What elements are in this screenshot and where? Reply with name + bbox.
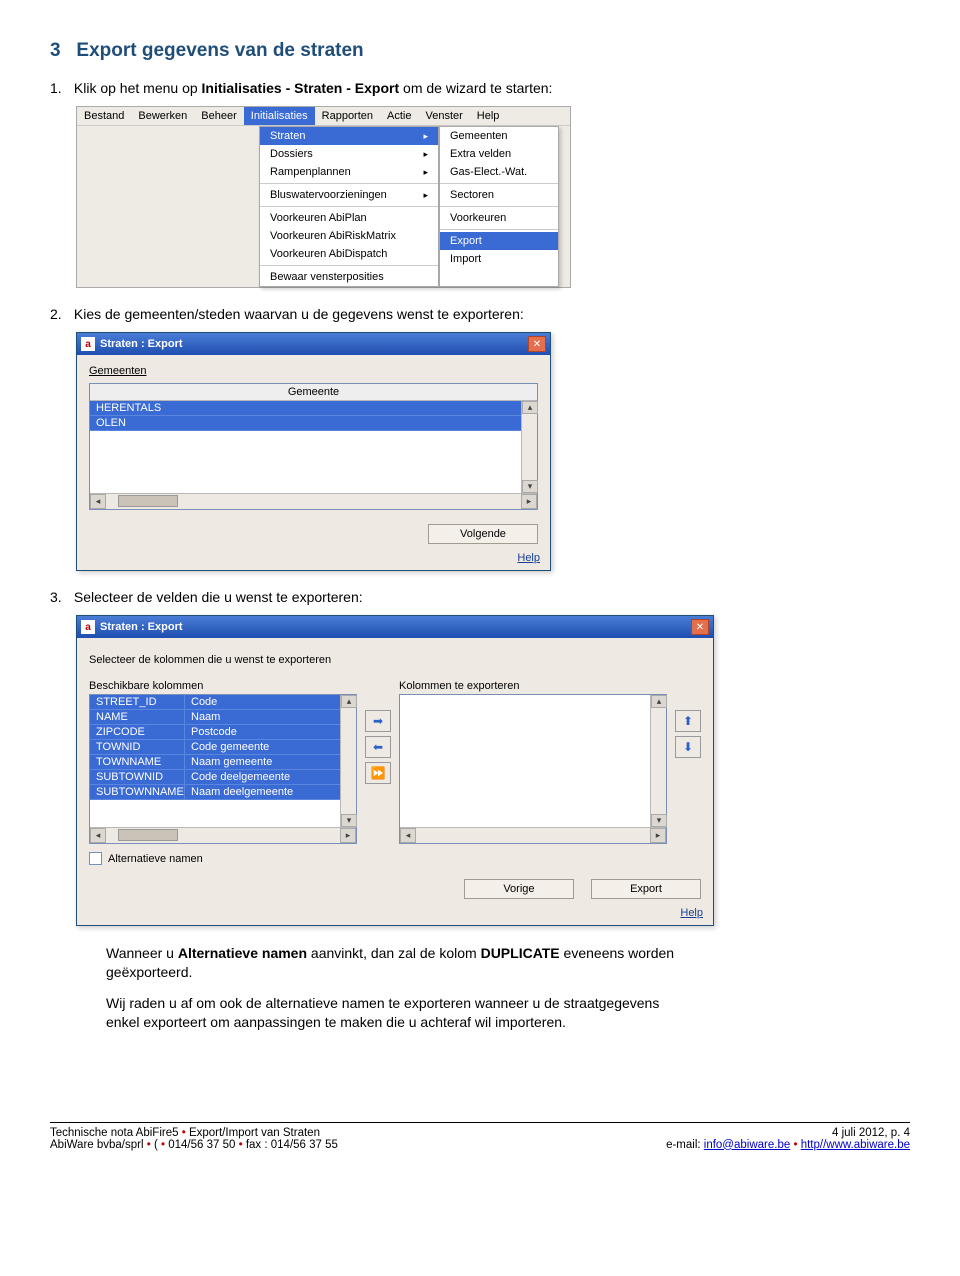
dropdown-initialisaties: StratenDossiersRampenplannen Bluswatervoo… xyxy=(259,126,439,287)
step-3: 3. Selecteer de velden die u wenst te ex… xyxy=(50,589,910,1032)
submenuitem-export[interactable]: Export xyxy=(440,232,558,250)
gemeente-row[interactable]: HERENTALS xyxy=(90,401,521,416)
menu-bewerken[interactable]: Bewerken xyxy=(131,107,194,125)
column-row[interactable]: TOWNNAMENaam gemeente xyxy=(90,755,340,770)
submenuitem-gemeenten[interactable]: Gemeenten xyxy=(440,127,558,145)
menu-actie[interactable]: Actie xyxy=(380,107,418,125)
scroll-right-icon[interactable]: ▸ xyxy=(650,828,666,843)
email-link[interactable]: info@abiware.be xyxy=(704,1139,790,1151)
scrollbar-vertical[interactable]: ▴ ▾ xyxy=(650,695,666,827)
submenuitem-voorkeuren[interactable]: Voorkeuren xyxy=(440,209,558,227)
submenuitem-import[interactable]: Import xyxy=(440,250,558,268)
scroll-down-icon[interactable]: ▾ xyxy=(651,814,667,827)
column-row[interactable]: STREET_IDCode xyxy=(90,695,340,710)
menu-initialisaties[interactable]: Initialisaties xyxy=(244,107,315,125)
scroll-left-icon[interactable]: ◂ xyxy=(90,828,106,843)
altnames-checkbox[interactable] xyxy=(89,852,102,865)
menuitem-voorkeuren-abiriskmatrix[interactable]: Voorkeuren AbiRiskMatrix xyxy=(260,227,438,245)
menu-rapporten[interactable]: Rapporten xyxy=(315,107,380,125)
vorige-button[interactable]: Vorige xyxy=(464,879,574,899)
scrollbar-vertical[interactable]: ▴ ▾ xyxy=(340,695,356,827)
column-row[interactable]: NAMENaam xyxy=(90,710,340,725)
scroll-left-icon[interactable]: ◂ xyxy=(90,494,106,509)
after-paragraph-1: Wanneer u Alternatieve namen aanvinkt, d… xyxy=(106,944,696,982)
scroll-down-icon[interactable]: ▾ xyxy=(522,480,538,493)
instruction-text: Selecteer de kolommen die u wenst te exp… xyxy=(89,654,701,666)
step-2: 2. Kies de gemeenten/steden waarvan u de… xyxy=(50,306,910,571)
step-num: 3. xyxy=(50,589,70,605)
menuitem-dossiers[interactable]: Dossiers xyxy=(260,145,438,163)
help-link[interactable]: Help xyxy=(77,550,550,570)
column-row[interactable]: SUBTOWNNAMENaam deelgemeente xyxy=(90,785,340,800)
available-columns-list[interactable]: STREET_IDCodeNAMENaamZIPCODEPostcodeTOWN… xyxy=(89,694,357,844)
step-num: 2. xyxy=(50,306,70,322)
section-title: 3 Export gegevens van de straten xyxy=(50,40,910,62)
tab-gemeenten[interactable]: Gemeenten xyxy=(89,365,538,377)
menu-bestand[interactable]: Bestand xyxy=(77,107,131,125)
scroll-down-icon[interactable]: ▾ xyxy=(341,814,357,827)
submenuitem-sectoren[interactable]: Sectoren xyxy=(440,186,558,204)
window-title: Straten : Export xyxy=(100,338,528,350)
page-footer: Technische nota AbiFire5 • Export/Import… xyxy=(50,1122,910,1151)
scroll-right-icon[interactable]: ▸ xyxy=(521,494,537,509)
window-export-gemeenten: a Straten : Export ✕ Gemeenten Gemeente … xyxy=(76,332,551,571)
menubar: BestandBewerkenBeheerInitialisatiesRappo… xyxy=(77,107,570,126)
menu-venster[interactable]: Venster xyxy=(418,107,469,125)
volgende-button[interactable]: Volgende xyxy=(428,524,538,544)
submenuitem-gas-elect--wat-[interactable]: Gas-Elect.-Wat. xyxy=(440,163,558,181)
titlebar: a Straten : Export ✕ xyxy=(77,616,713,638)
menuitem-voorkeuren-abiplan[interactable]: Voorkeuren AbiPlan xyxy=(260,209,438,227)
scrollbar-horizontal[interactable]: ◂ ▸ xyxy=(90,827,356,843)
move-right-button[interactable]: ➡ xyxy=(365,710,391,732)
titlebar: a Straten : Export ✕ xyxy=(77,333,550,355)
move-up-button[interactable]: ⬆ xyxy=(675,710,701,732)
column-row[interactable]: SUBTOWNIDCode deelgemeente xyxy=(90,770,340,785)
transfer-buttons: ➡ ⬅ ⏩ xyxy=(365,710,391,784)
after-paragraph-2: Wij raden u af om ook de alternatieve na… xyxy=(106,994,696,1032)
scroll-right-icon[interactable]: ▸ xyxy=(340,828,356,843)
menuitem-straten[interactable]: Straten xyxy=(260,127,438,145)
scroll-up-icon[interactable]: ▴ xyxy=(651,695,667,708)
export-columns-label: Kolommen te exporteren xyxy=(399,680,667,692)
menu-screenshot: BestandBewerkenBeheerInitialisatiesRappo… xyxy=(76,106,571,288)
close-icon[interactable]: ✕ xyxy=(691,619,709,635)
export-button[interactable]: Export xyxy=(591,879,701,899)
window-title: Straten : Export xyxy=(100,621,691,633)
step-1: 1. Klik op het menu op Initialisaties - … xyxy=(50,80,910,288)
submenu-straten: GemeentenExtra veldenGas-Elect.-Wat. Sect… xyxy=(439,126,559,287)
help-link[interactable]: Help xyxy=(77,905,713,925)
column-row[interactable]: ZIPCODEPostcode xyxy=(90,725,340,740)
column-row[interactable]: TOWNIDCode gemeente xyxy=(90,740,340,755)
scrollbar-horizontal[interactable]: ◂ ▸ xyxy=(400,827,666,843)
app-icon: a xyxy=(81,337,95,351)
scroll-left-icon[interactable]: ◂ xyxy=(400,828,416,843)
menuitem-rampenplannen[interactable]: Rampenplannen xyxy=(260,163,438,181)
move-down-button[interactable]: ⬇ xyxy=(675,736,701,758)
step-num: 1. xyxy=(50,80,70,96)
menu-help[interactable]: Help xyxy=(470,107,507,125)
menuitem-bewaar-vensterposities[interactable]: Bewaar vensterposities xyxy=(260,268,438,286)
export-columns-list[interactable]: ▴ ▾ ◂ ▸ xyxy=(399,694,667,844)
close-icon[interactable]: ✕ xyxy=(528,336,546,352)
scroll-up-icon[interactable]: ▴ xyxy=(341,695,357,708)
app-icon: a xyxy=(81,620,95,634)
gemeenten-table: Gemeente HERENTALSOLEN ▴ ▾ ◂ ▸ xyxy=(89,383,538,510)
reorder-buttons: ⬆ ⬇ xyxy=(675,710,701,758)
column-header: Gemeente xyxy=(90,384,537,401)
scroll-up-icon[interactable]: ▴ xyxy=(522,401,538,414)
submenuitem-extra-velden[interactable]: Extra velden xyxy=(440,145,558,163)
altnames-label: Alternatieve namen xyxy=(108,853,203,865)
window-export-kolommen: a Straten : Export ✕ Selecteer de kolomm… xyxy=(76,615,714,926)
scrollbar-vertical[interactable]: ▴ ▾ xyxy=(521,401,537,493)
gemeente-row[interactable]: OLEN xyxy=(90,416,521,431)
website-link[interactable]: http//www.abiware.be xyxy=(801,1139,910,1151)
move-left-button[interactable]: ⬅ xyxy=(365,736,391,758)
scrollbar-horizontal[interactable]: ◂ ▸ xyxy=(90,493,537,509)
menuitem-bluswatervoorzieningen[interactable]: Bluswatervoorzieningen xyxy=(260,186,438,204)
menuitem-voorkeuren-abidispatch[interactable]: Voorkeuren AbiDispatch xyxy=(260,245,438,263)
menu-beheer[interactable]: Beheer xyxy=(194,107,243,125)
move-all-right-button[interactable]: ⏩ xyxy=(365,762,391,784)
available-columns-label: Beschikbare kolommen xyxy=(89,680,357,692)
